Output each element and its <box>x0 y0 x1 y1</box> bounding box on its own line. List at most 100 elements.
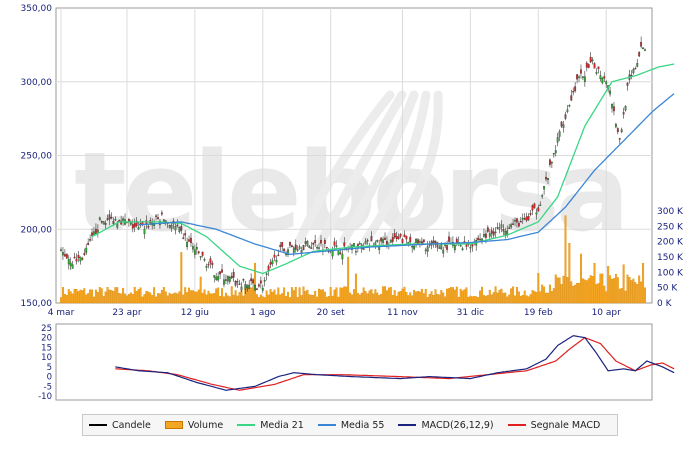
candle-body <box>318 247 320 249</box>
volume-bar <box>285 295 288 304</box>
candle-body <box>289 241 291 246</box>
volume-bar <box>630 280 633 304</box>
candle-body <box>108 214 111 220</box>
candle-body <box>585 62 588 68</box>
candle-body <box>223 279 225 285</box>
candle-body <box>461 248 464 250</box>
candle-body <box>432 240 435 243</box>
candle-body <box>403 234 406 237</box>
volume-bar <box>620 288 623 304</box>
candle-body <box>129 222 132 225</box>
volume-bar <box>65 294 68 304</box>
candle-body <box>583 76 586 82</box>
volume-bar <box>333 289 336 304</box>
candle-body <box>257 284 260 287</box>
volume-bar <box>135 291 138 304</box>
candle-body <box>632 69 635 74</box>
volume-bar <box>494 286 497 304</box>
candle-body <box>519 220 522 223</box>
volume-bar <box>387 287 390 304</box>
candle-body <box>275 259 278 263</box>
volume-bar <box>605 291 608 304</box>
volume-bar <box>118 293 121 304</box>
candle-body <box>622 112 625 115</box>
macd-tick-label: 5 <box>47 363 52 373</box>
candle-body <box>271 260 274 265</box>
volume-bar <box>533 291 536 304</box>
candle-body <box>453 245 456 251</box>
volume-bar <box>484 295 487 304</box>
volume-bar <box>325 296 328 304</box>
candle-body <box>184 233 187 236</box>
candle-body <box>384 237 386 240</box>
candle-body <box>279 244 282 247</box>
candle-body <box>566 109 569 112</box>
volume-bar <box>428 293 431 304</box>
volume-bar <box>589 275 592 304</box>
candle-body <box>122 218 125 221</box>
candle-body <box>564 114 567 119</box>
candle-body <box>492 231 495 236</box>
candle-body <box>217 276 220 281</box>
volume-bar <box>527 296 530 304</box>
macd-signal-line <box>115 336 675 391</box>
candle-body <box>616 128 619 133</box>
volume-bar <box>609 275 612 304</box>
candle-body <box>96 229 99 233</box>
volume-bar <box>347 256 350 304</box>
volume-bar <box>112 290 115 304</box>
candle-body <box>137 227 140 230</box>
candle-body <box>382 238 384 243</box>
volume-bar <box>98 287 101 304</box>
volume-bar <box>304 291 307 304</box>
candle-body <box>578 76 580 78</box>
candle-body <box>174 225 177 231</box>
candle-body <box>366 239 369 242</box>
candle-body <box>424 249 427 252</box>
volume-bar <box>496 292 499 304</box>
candle-body <box>525 216 528 221</box>
volume-bar <box>335 287 338 304</box>
price-tick-label: 150,00 <box>21 299 53 309</box>
volume-bar <box>591 276 594 304</box>
candle-body <box>197 251 200 254</box>
candle-body <box>399 233 402 237</box>
volume-bar <box>234 290 237 304</box>
candle-body <box>620 129 623 133</box>
date-tick-label: 20 set <box>317 308 346 318</box>
candle-body <box>510 224 513 228</box>
volume-bar <box>558 277 561 304</box>
candle-body <box>290 245 293 248</box>
candle-body <box>527 216 530 220</box>
candle-body <box>393 233 396 238</box>
volume-bar <box>537 273 540 304</box>
volume-bar <box>184 287 187 304</box>
volume-bar <box>133 286 136 304</box>
candle-body <box>246 284 249 289</box>
volume-bar <box>327 296 330 304</box>
candle-body <box>539 204 542 207</box>
candle-body <box>409 236 412 243</box>
volume-bar <box>372 293 375 304</box>
candle-body <box>614 123 617 128</box>
candle-body <box>438 247 441 249</box>
candle-body <box>244 283 247 290</box>
candle-body <box>71 264 74 269</box>
volume-bar <box>217 287 220 304</box>
volume-bar <box>349 292 352 304</box>
volume-bar <box>368 290 371 304</box>
volume-bar <box>273 289 276 304</box>
volume-bar <box>498 289 501 304</box>
candle-body <box>356 243 359 248</box>
volume-bar <box>238 292 241 304</box>
candle-body <box>157 217 159 219</box>
candle-body <box>552 153 555 155</box>
candle-body <box>477 237 480 241</box>
macd-tick-label: 15 <box>41 343 52 353</box>
candle-body <box>188 239 190 242</box>
candle-body <box>514 220 516 222</box>
candle-body <box>89 239 92 241</box>
legend-swatch <box>317 424 336 426</box>
candle-body <box>599 75 602 80</box>
